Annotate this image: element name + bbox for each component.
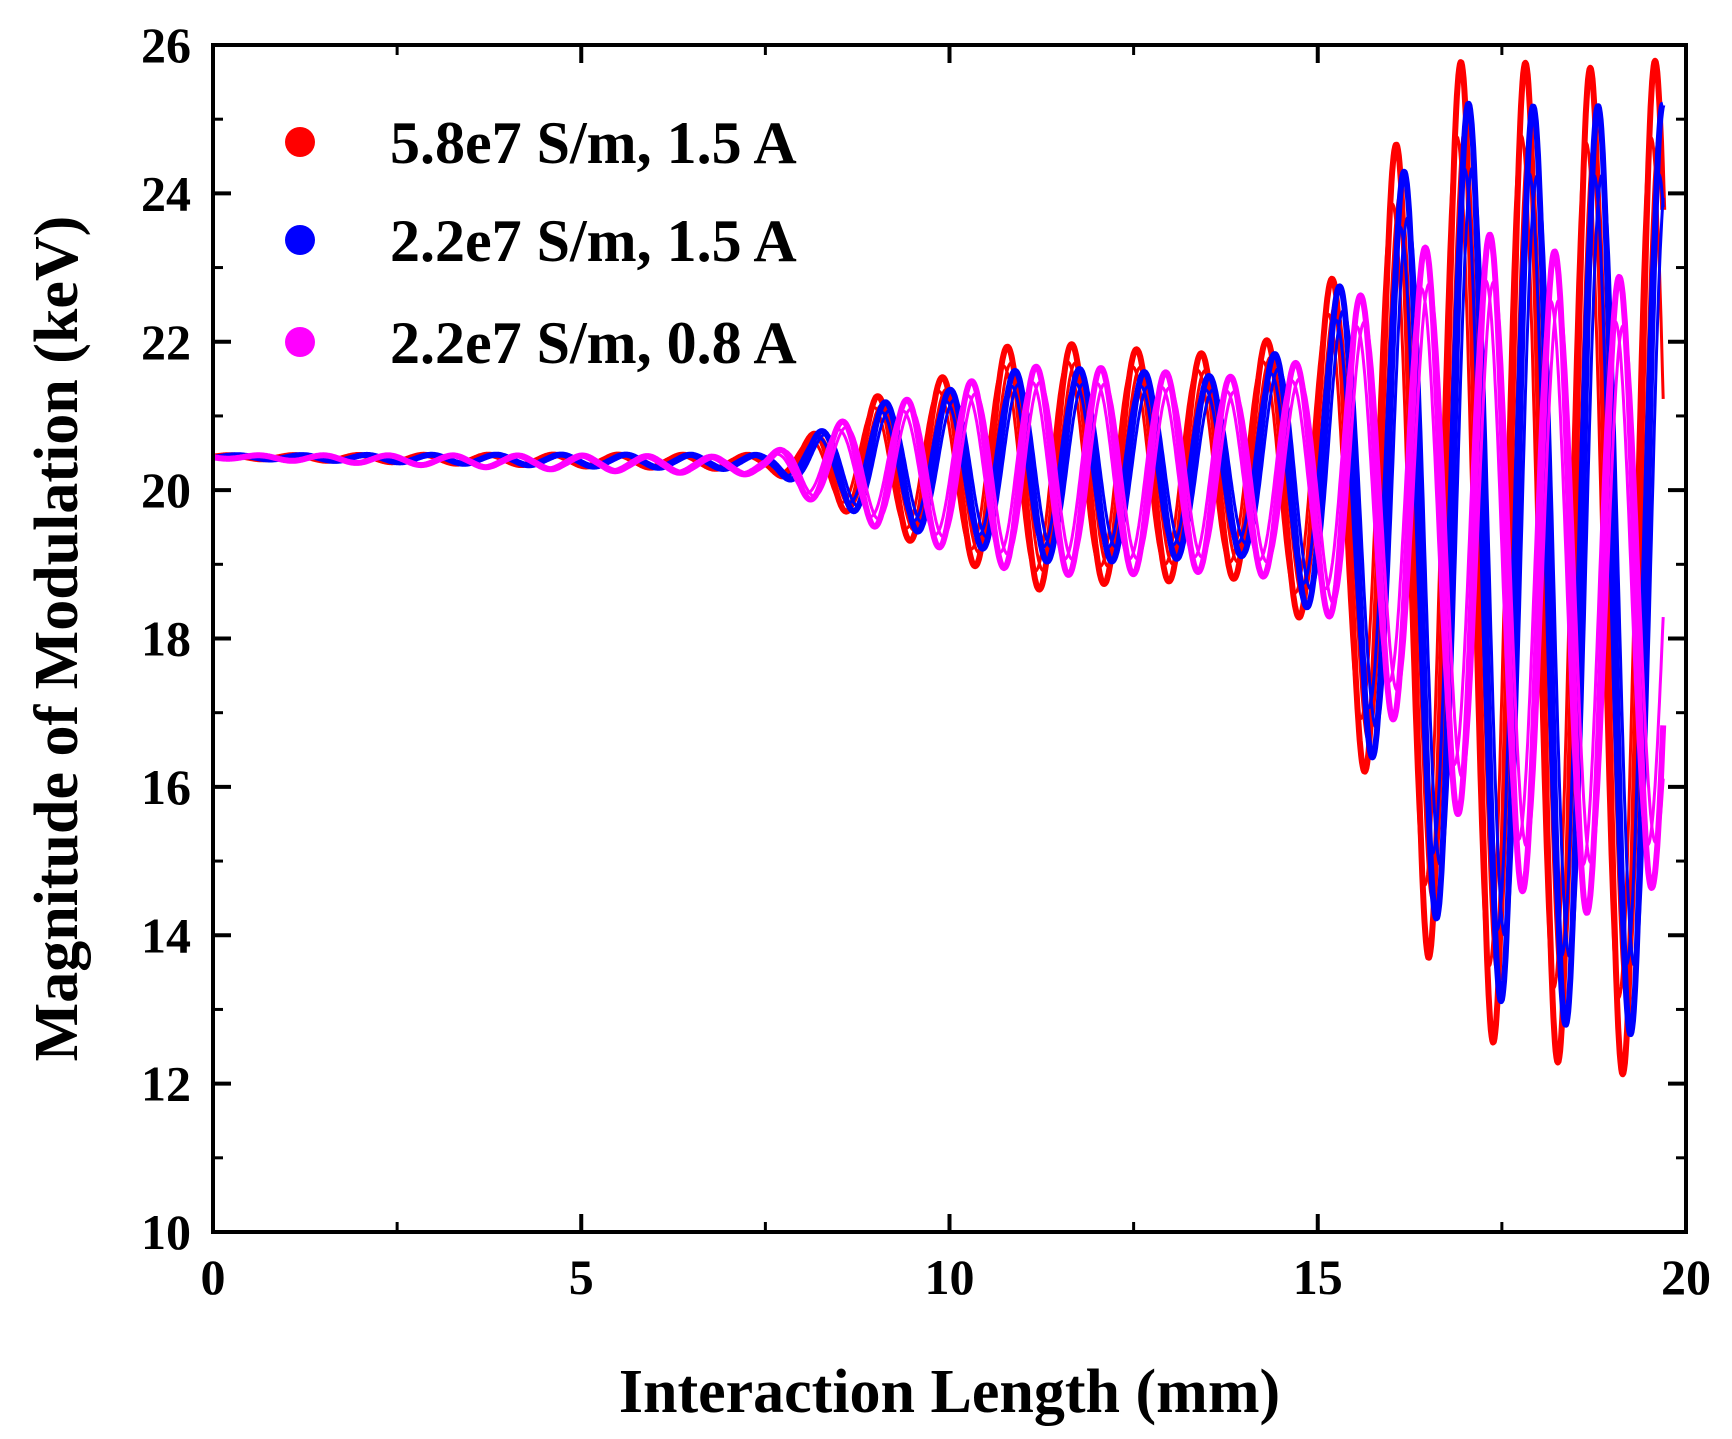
y-axis-title: Magnitude of Modulation (keV)	[23, 216, 91, 1062]
y-tick-label: 24	[141, 165, 191, 221]
x-tick-label: 5	[569, 1249, 594, 1305]
y-tick-label: 10	[141, 1204, 191, 1260]
x-tick-label: 15	[1293, 1249, 1343, 1305]
x-axis-title: Interaction Length (mm)	[619, 1358, 1280, 1426]
series-layer	[213, 57, 1667, 1078]
legend-marker-series-3	[285, 327, 315, 357]
y-tick-label: 22	[141, 314, 191, 370]
x-tick-label: 0	[201, 1249, 226, 1305]
x-tick-label: 20	[1661, 1249, 1711, 1305]
x-tick-label: 10	[925, 1249, 975, 1305]
legend-marker-series-1	[285, 127, 315, 157]
legend-label-series-2: 2.2e7 S/m, 1.5 A	[390, 208, 797, 274]
y-tick-label: 12	[141, 1056, 191, 1112]
y-tick-label: 14	[141, 907, 191, 963]
legend-label-series-1: 5.8e7 S/m, 1.5 A	[390, 110, 797, 176]
legend-label-series-3: 2.2e7 S/m, 0.8 A	[390, 310, 797, 376]
y-tick-label: 26	[141, 17, 191, 73]
tick-layer	[211, 43, 1688, 1234]
series-3-trace	[213, 280, 1665, 864]
series-2-trace	[213, 166, 1665, 967]
series-2	[213, 100, 1666, 1038]
legend: 5.8e7 S/m, 1.5 A 2.2e7 S/m, 1.5 A 2.2e7 …	[285, 110, 797, 376]
y-tick-label: 20	[141, 462, 191, 518]
tick-label-layer: 0 5 10 15 20 10 12 14 16 18 20 22 24 26	[141, 17, 1711, 1305]
series-3	[213, 231, 1667, 916]
legend-marker-series-2	[285, 225, 315, 255]
y-tick-label: 18	[141, 611, 191, 667]
series-2-trace	[213, 100, 1666, 1038]
y-tick-label: 16	[141, 759, 191, 815]
